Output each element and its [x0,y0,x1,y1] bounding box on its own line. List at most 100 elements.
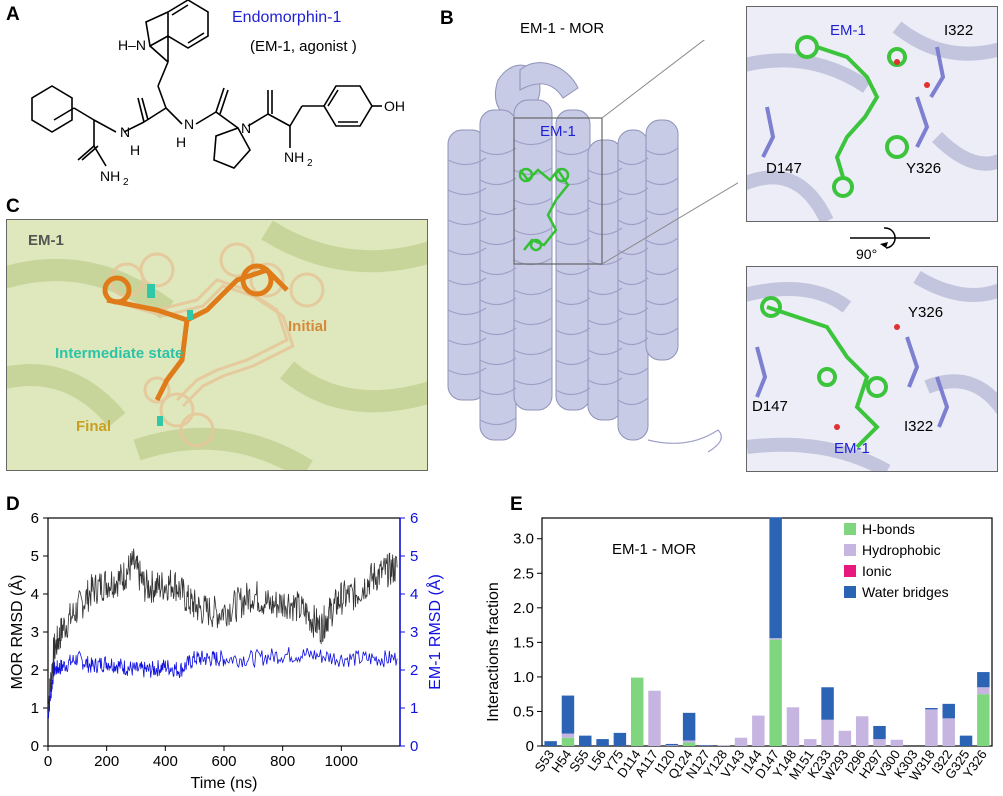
panel-letter-e: E [510,494,523,515]
x-tick-label: 800 [270,753,295,770]
bar-segment [821,687,834,720]
bar-segment [561,733,575,738]
bar-segment [769,517,782,639]
panel-c-intermediate-label: Intermediate state [55,345,184,362]
atom-n-mid: N [184,116,194,132]
series-em1-line [47,647,398,719]
rotation-label: 90° [856,246,878,262]
y-right-axis-label: EM-1 RMSD (Å) [425,574,444,690]
y-tick-label: 2.5 [513,565,534,582]
em1-ligand-pocket [518,167,570,252]
bar-segment [890,739,904,746]
legend-swatch [844,523,856,535]
y-left-tick-label: 3 [31,624,39,641]
panel-letter-d: D [6,494,20,515]
y-tick-label: 1.0 [513,669,534,686]
x-tick-label: 200 [94,753,119,770]
bar-segment [786,707,800,746]
y-tick-label: 0.5 [513,703,534,720]
legend-swatch [844,586,856,598]
series-mor-line [47,548,398,717]
bar-segment [873,725,886,740]
bar-segment [665,745,679,746]
y-tick-label: 3.0 [513,531,534,548]
bar-segment [700,745,713,746]
legend-label: H-bonds [862,521,915,537]
indole-benzene-ring [167,0,209,49]
bar-segment [838,730,852,746]
bar-segment [769,638,782,640]
bar-segment [613,732,627,746]
inset-bottom [746,266,998,472]
bar-segment [821,719,834,746]
panel-c-initial-label: Initial [288,318,328,335]
inset-top [746,6,998,222]
bar-segment [561,695,575,734]
bar-segment [682,712,696,741]
inset-bottom-res-i322: I322 [904,418,934,435]
bar-segment [752,715,765,746]
bar-segment [925,708,938,710]
atom-nh2-right: NH [284,149,304,165]
atom-nh2-right-sub: 2 [307,158,313,169]
atom-nh2-left: NH [100,168,120,184]
y-left-axis-label: MOR RMSD (Å) [7,575,26,690]
panel-c-ligand-label: EM-1 [28,232,64,249]
y-left-tick-label: 4 [31,586,39,603]
inset-top-art [747,21,997,221]
panel-b-ligand-label: EM-1 [540,123,576,140]
x-tick-label: 400 [153,753,178,770]
y-right-tick-label: 2 [410,662,418,679]
bar-segment [682,740,696,743]
legend-swatch [844,565,856,577]
atom-n-proline: N [241,120,251,136]
panel-letter-b: B [440,8,454,29]
inset-top-res-i322: I322 [944,22,974,39]
chart-annotation: EM-1 - MOR [612,541,696,558]
bar-segment [544,741,557,746]
bar-segment [630,677,644,746]
mor-receptor-cartoon [447,40,738,453]
panel-letter-a: A [6,4,20,25]
y-right-tick-label: 6 [410,510,418,527]
inset-bottom-res-d147: D147 [752,398,788,415]
y-tick-label: 1.5 [513,634,534,651]
panel-c-frame [6,219,428,471]
bar-segment [942,703,955,719]
atom-h-left: H [130,142,140,158]
panel-c-art [7,220,427,470]
bar-segment [579,735,592,746]
bar-segment [561,737,575,746]
inset-top-ligand: EM-1 [830,22,866,39]
legend-label: Water bridges [862,584,949,600]
panel-c-final-label: Final [76,418,112,435]
bar-segment [596,739,609,746]
atom-oh: OH [384,98,405,114]
interactions-plot-frame [541,517,993,747]
y-left-tick-label: 6 [31,510,39,527]
bar-segment [925,709,938,746]
inset-top-res-y326: Y326 [906,160,942,177]
bar-segment [717,745,730,746]
bar-segment [873,739,886,746]
atom-n-left: N [120,124,130,140]
bar-segment [734,737,748,746]
atom-nh2-left-sub: 2 [123,177,129,188]
bar-segment [769,639,782,746]
y-left-tick-label: 5 [31,548,39,565]
legend-label: Ionic [862,563,892,579]
y-right-tick-label: 0 [410,738,418,755]
panel-a-subtitle: (EM-1, agonist ) [250,38,357,55]
x-tick-label: 600 [211,753,236,770]
y-left-tick-label: 2 [31,662,39,679]
bar-segment [855,716,869,746]
x-tick-label: 1000 [325,753,358,770]
inset-bottom-res-y326: Y326 [908,304,944,321]
bar-segment [942,718,955,746]
bar-segment [648,690,661,746]
bar-segment [665,743,679,746]
bar-segment [977,694,990,746]
atom-nh-indole: H–N [118,37,146,53]
bar-segment [682,742,696,746]
